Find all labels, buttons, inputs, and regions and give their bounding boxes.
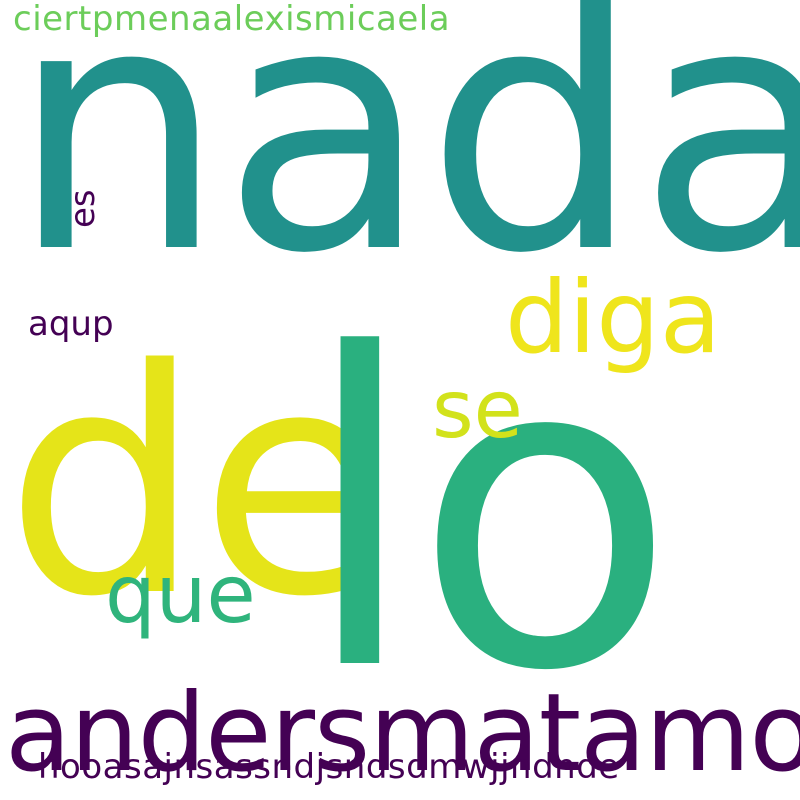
word-lo: lo <box>300 265 677 765</box>
word-hooasajnsassndjsndsdmwjjndnde: hooasajnsassndjsndsdmwjjndnde <box>38 747 620 787</box>
word-diga: diga <box>505 259 722 376</box>
word-aqup: aqup <box>28 304 114 344</box>
word-nada: nada <box>10 0 800 328</box>
word-andersmatamoros: andersmatamoros <box>5 671 800 796</box>
word-ciertpmenaalexismicaela: ciertpmenaalexismicaela <box>13 0 451 39</box>
word-es: es <box>63 189 103 228</box>
word-se: se <box>432 363 523 456</box>
word-de: de <box>5 304 390 665</box>
word-que: que <box>105 548 256 641</box>
